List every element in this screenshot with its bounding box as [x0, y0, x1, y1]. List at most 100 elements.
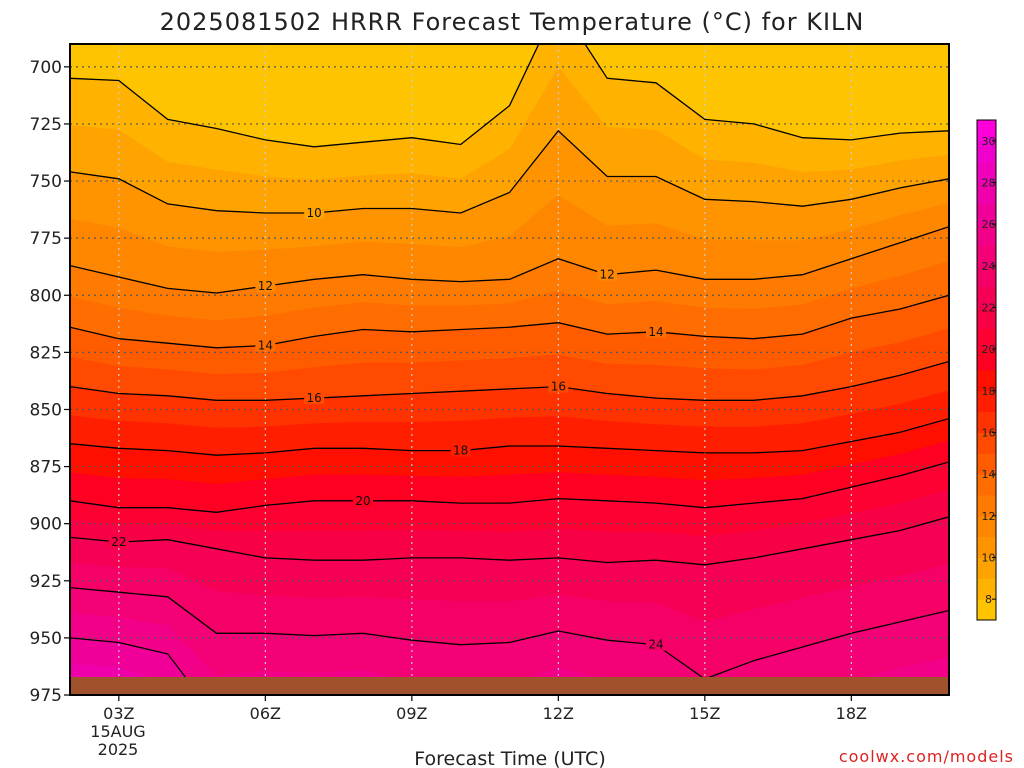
contour-label-bg: [304, 205, 325, 220]
x-tick-label: 06Z: [250, 704, 281, 723]
y-tick-label: 725: [30, 115, 62, 135]
colorbar-segment: [977, 536, 996, 558]
y-tick-label: 775: [30, 229, 62, 249]
colorbar-segment: [977, 328, 996, 350]
colorbar-tick-label: 28: [982, 177, 996, 190]
contour-label-bg: [646, 636, 666, 651]
colorbar-tick-label: 12: [982, 510, 996, 523]
x-axis-label: Forecast Time (UTC): [414, 748, 605, 768]
colorbar-frame: [976, 119, 997, 621]
colorbar-tick-label: 20: [982, 343, 996, 356]
colorbar-tick-label: 8: [985, 593, 992, 606]
colorbar-segment: [977, 245, 996, 267]
colorbar-segment: [977, 453, 996, 475]
colorbar-tick-label: 30: [982, 135, 996, 148]
y-tick-label: 750: [30, 172, 62, 192]
y-tick-label: 875: [30, 458, 62, 478]
colorbar-segment: [977, 140, 996, 163]
colorbar-segment: [977, 599, 996, 621]
isotherm-20: [70, 461, 949, 513]
chart-title: 2025081502 HRRR Forecast Temperature (°C…: [160, 8, 865, 36]
y-tick-label: 925: [30, 572, 62, 592]
isotherm-10: [70, 129, 949, 214]
x-date-day: 15AUG: [90, 722, 145, 741]
colorbar-segment: [977, 432, 996, 454]
colorbar-segment: [977, 370, 996, 392]
plot-area: 10 12 12 14 14 16 16 18 20 22 24: [70, 44, 949, 695]
colorbar-tick-label: 24: [982, 260, 996, 273]
y-tick-label: 900: [30, 515, 62, 535]
temperature-fill-bands: [70, 44, 949, 695]
contour-label-bg: [304, 390, 325, 405]
contour-label-18: 18: [453, 444, 468, 458]
colorbar-tick-label: 10: [982, 552, 996, 565]
y-tick-label: 850: [30, 400, 62, 420]
contour-label-12: 12: [600, 268, 615, 282]
colorbar-segment: [977, 349, 996, 371]
y-tick-label: 825: [30, 343, 62, 363]
contour-label-16: 16: [307, 391, 322, 405]
contour-label-bg: [597, 266, 618, 281]
colorbar-segment: [977, 307, 996, 329]
colorbar-segment: [977, 474, 996, 496]
isotherm-8: [70, 44, 949, 148]
y-tick-label: 800: [30, 286, 62, 306]
contour-label-10: 10: [307, 206, 322, 220]
x-tick-label: 18Z: [836, 704, 867, 723]
band-25C: [70, 612, 949, 695]
band-24C: [70, 587, 949, 695]
colorbar-tick-label: 14: [982, 468, 996, 481]
plot-frame: [69, 43, 950, 696]
x-axis-time: 03Z 06Z 09Z 12Z 15Z 18Z: [103, 695, 867, 723]
x-tick-label: 09Z: [396, 704, 427, 723]
x-date-year: 2025: [98, 740, 139, 759]
isotherm-contours: [70, 44, 949, 695]
contour-label-16: 16: [551, 380, 566, 394]
band-28C: [70, 688, 125, 695]
isotherm-18: [70, 417, 949, 456]
contour-label-12: 12: [258, 279, 273, 293]
contour-label-22: 22: [111, 535, 126, 549]
colorbar-segment: [977, 557, 996, 579]
colorbar-segment: [977, 515, 996, 538]
colorbar-segment: [977, 390, 996, 413]
contour-label-bg: [255, 278, 276, 293]
isotherm-12: [70, 226, 949, 294]
contour-label-24: 24: [648, 638, 663, 652]
isotherm-16: [70, 360, 949, 401]
isotherm-24: [70, 586, 949, 680]
ground-surface: [70, 677, 949, 695]
contour-label-bg: [353, 492, 373, 507]
colorbar-tick-label: 26: [982, 218, 996, 231]
credit-text[interactable]: coolwx.com/models: [839, 747, 1014, 766]
contour-label-bg: [108, 533, 129, 548]
colorbar-segment: [977, 411, 996, 433]
colorbar-tick-label: 16: [982, 427, 996, 440]
colorbar-segment: [977, 578, 996, 600]
colorbar-segment: [977, 203, 996, 225]
isotherm-14: [70, 294, 949, 349]
contour-labels: 10 12 12 14 14 16 16 18 20 22 24: [108, 205, 666, 652]
colorbar-segment: [977, 265, 996, 288]
ground-fill: [70, 677, 949, 695]
x-tick-label: 03Z: [103, 704, 134, 723]
y-tick-label: 975: [30, 686, 62, 706]
y-tick-label: 700: [30, 58, 62, 78]
contour-label-14: 14: [648, 325, 663, 339]
contour-label-bg: [548, 378, 569, 393]
contour-label-20: 20: [355, 494, 370, 508]
x-tick-label: 15Z: [689, 704, 720, 723]
contour-label-bg: [450, 442, 471, 457]
contour-label-bg: [646, 323, 666, 338]
isotherm-22: [70, 516, 949, 566]
colorbar-tick-label: 22: [982, 302, 996, 315]
colorbar-segment: [977, 182, 996, 204]
contour-label-14: 14: [258, 339, 273, 353]
contour-label-bg: [255, 337, 276, 352]
colorbar-tick-label: 18: [982, 385, 996, 398]
colorbar-segment: [977, 161, 996, 183]
x-tick-label: 12Z: [543, 704, 574, 723]
colorbar: 8 10 12 14 16 18 20 22 24 26 28 30: [976, 119, 997, 621]
colorbar-segment: [977, 495, 996, 517]
